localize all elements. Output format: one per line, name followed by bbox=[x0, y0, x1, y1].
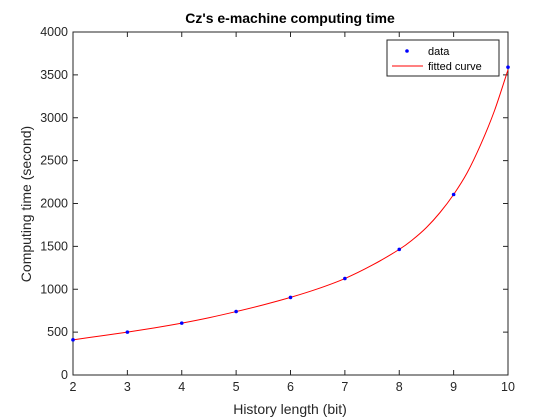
x-axis-label: History length (bit) bbox=[233, 401, 347, 417]
y-tick-label: 1000 bbox=[40, 282, 68, 296]
legend-entry-label: fitted curve bbox=[428, 61, 482, 73]
x-tick-label: 7 bbox=[341, 380, 348, 394]
legend: data fitted curve bbox=[386, 39, 500, 77]
x-tick-label: 5 bbox=[233, 380, 240, 394]
data-point bbox=[343, 276, 347, 281]
y-axis-label: Computing time (second) bbox=[18, 126, 34, 282]
x-tick-label: 8 bbox=[396, 380, 403, 394]
data-point bbox=[71, 338, 75, 342]
x-tick-label: 4 bbox=[178, 380, 185, 394]
x-tick-label: 2 bbox=[70, 380, 77, 394]
y-tick-label: 3000 bbox=[40, 111, 68, 125]
y-tick-label: 3500 bbox=[40, 68, 68, 82]
x-tick-label: 3 bbox=[124, 380, 131, 394]
data-point bbox=[125, 330, 130, 334]
x-tick-label: 9 bbox=[450, 380, 457, 394]
data-point bbox=[179, 321, 184, 325]
y-tick-label: 1500 bbox=[40, 239, 68, 253]
data-point bbox=[234, 309, 238, 314]
y-tick-label: 4000 bbox=[40, 25, 68, 39]
y-tick-label: 500 bbox=[47, 325, 68, 339]
y-tick-label: 2500 bbox=[40, 154, 68, 168]
x-tick-label: 10 bbox=[501, 380, 515, 394]
y-tick-label: 0 bbox=[61, 368, 68, 382]
chart-title: Cz's e-machine computing time bbox=[185, 10, 395, 26]
legend-entry-label: data bbox=[428, 46, 450, 58]
data-point bbox=[397, 247, 402, 252]
x-tick-label: 6 bbox=[287, 380, 294, 394]
legend-box bbox=[386, 39, 500, 77]
y-tick-label: 2000 bbox=[40, 197, 68, 211]
legend-marker-data bbox=[405, 49, 409, 53]
data-point bbox=[451, 192, 456, 197]
data-point bbox=[288, 295, 293, 300]
plot-area-box bbox=[72, 31, 509, 376]
data-point bbox=[506, 65, 510, 69]
